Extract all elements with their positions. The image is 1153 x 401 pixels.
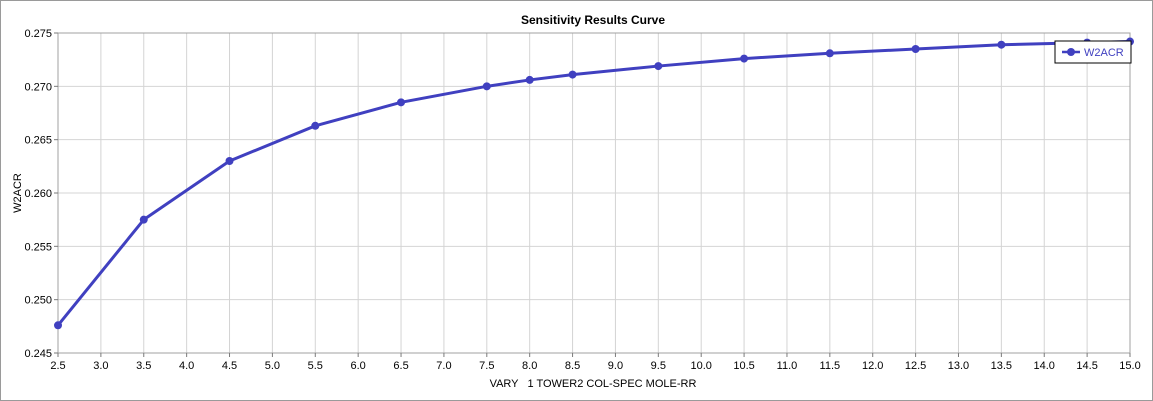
- x-tick-label: 8.5: [565, 360, 580, 372]
- y-tick-label: 0.270: [24, 81, 52, 93]
- y-tick-label: 0.260: [24, 188, 52, 200]
- x-tick-label: 7.0: [436, 360, 451, 372]
- y-axis-title: W2ACR: [12, 173, 24, 213]
- x-tick-label: 12.5: [905, 360, 926, 372]
- data-point: [568, 70, 577, 79]
- x-tick-label: 12.0: [862, 360, 883, 372]
- x-tick-label: 4.5: [222, 360, 237, 372]
- x-tick-label: 9.0: [608, 360, 623, 372]
- x-tick-label: 10.0: [690, 360, 711, 372]
- x-tick-label: 3.0: [93, 360, 108, 372]
- y-tick-label: 0.245: [24, 348, 52, 360]
- x-tick-label: 10.5: [733, 360, 754, 372]
- x-axis-title: VARY 1 TOWER2 COL-SPEC MOLE-RR: [490, 378, 697, 390]
- data-point: [397, 98, 406, 107]
- y-tick-label: 0.275: [24, 28, 52, 40]
- x-tick-label: 5.0: [265, 360, 280, 372]
- x-tick-label: 11.5: [820, 360, 841, 372]
- data-point: [911, 45, 920, 53]
- x-tick-label: 3.5: [136, 360, 151, 372]
- data-point: [654, 62, 663, 71]
- x-tick-label: 5.5: [308, 360, 323, 372]
- x-tick-label: 15.0: [1119, 360, 1140, 372]
- legend-label: W2ACR: [1084, 47, 1124, 59]
- data-point: [825, 49, 834, 58]
- x-tick-label: 11.0: [777, 360, 798, 372]
- y-tick-label: 0.255: [24, 241, 52, 253]
- data-point: [225, 157, 234, 165]
- x-tick-label: 8.0: [522, 360, 537, 372]
- series-line-w2acr: [56, 40, 1131, 327]
- x-tick-label: 2.5: [50, 360, 65, 372]
- data-point: [54, 321, 62, 330]
- x-tick-label: 6.0: [351, 360, 366, 372]
- data-point: [311, 121, 320, 130]
- legend-marker-swatch: [1067, 48, 1075, 56]
- data-point: [525, 75, 534, 84]
- data-point: [997, 40, 1006, 49]
- x-tick-label: 7.5: [479, 360, 494, 372]
- x-tick-label: 14.5: [1076, 360, 1097, 372]
- chart-title: Sensitivity Results Curve: [521, 13, 665, 27]
- data-point: [740, 54, 749, 63]
- data-point: [139, 215, 148, 224]
- grid-layer: [57, 32, 1131, 354]
- x-tick-label: 6.5: [393, 360, 408, 372]
- y-tick-label: 0.250: [24, 295, 52, 307]
- legend-box: [1054, 40, 1132, 64]
- tick-layer: 2.5 3.0 3.5 4.0 4.5 5.0 5.5 6.0 6.5 7.0 7.5 8.0 8.5 9…: [24, 28, 1140, 372]
- x-tick-label: 9.5: [651, 360, 666, 372]
- x-tick-label: 13.0: [948, 360, 969, 372]
- x-tick-label: 14.0: [1034, 360, 1055, 372]
- x-tick-label: 4.0: [179, 360, 194, 372]
- x-tick-label: 13.5: [991, 360, 1012, 372]
- y-tick-label: 0.265: [24, 135, 52, 147]
- series-layer: [54, 37, 1134, 330]
- data-point: [482, 82, 491, 91]
- legend[interactable]: W2ACR: [1054, 40, 1132, 64]
